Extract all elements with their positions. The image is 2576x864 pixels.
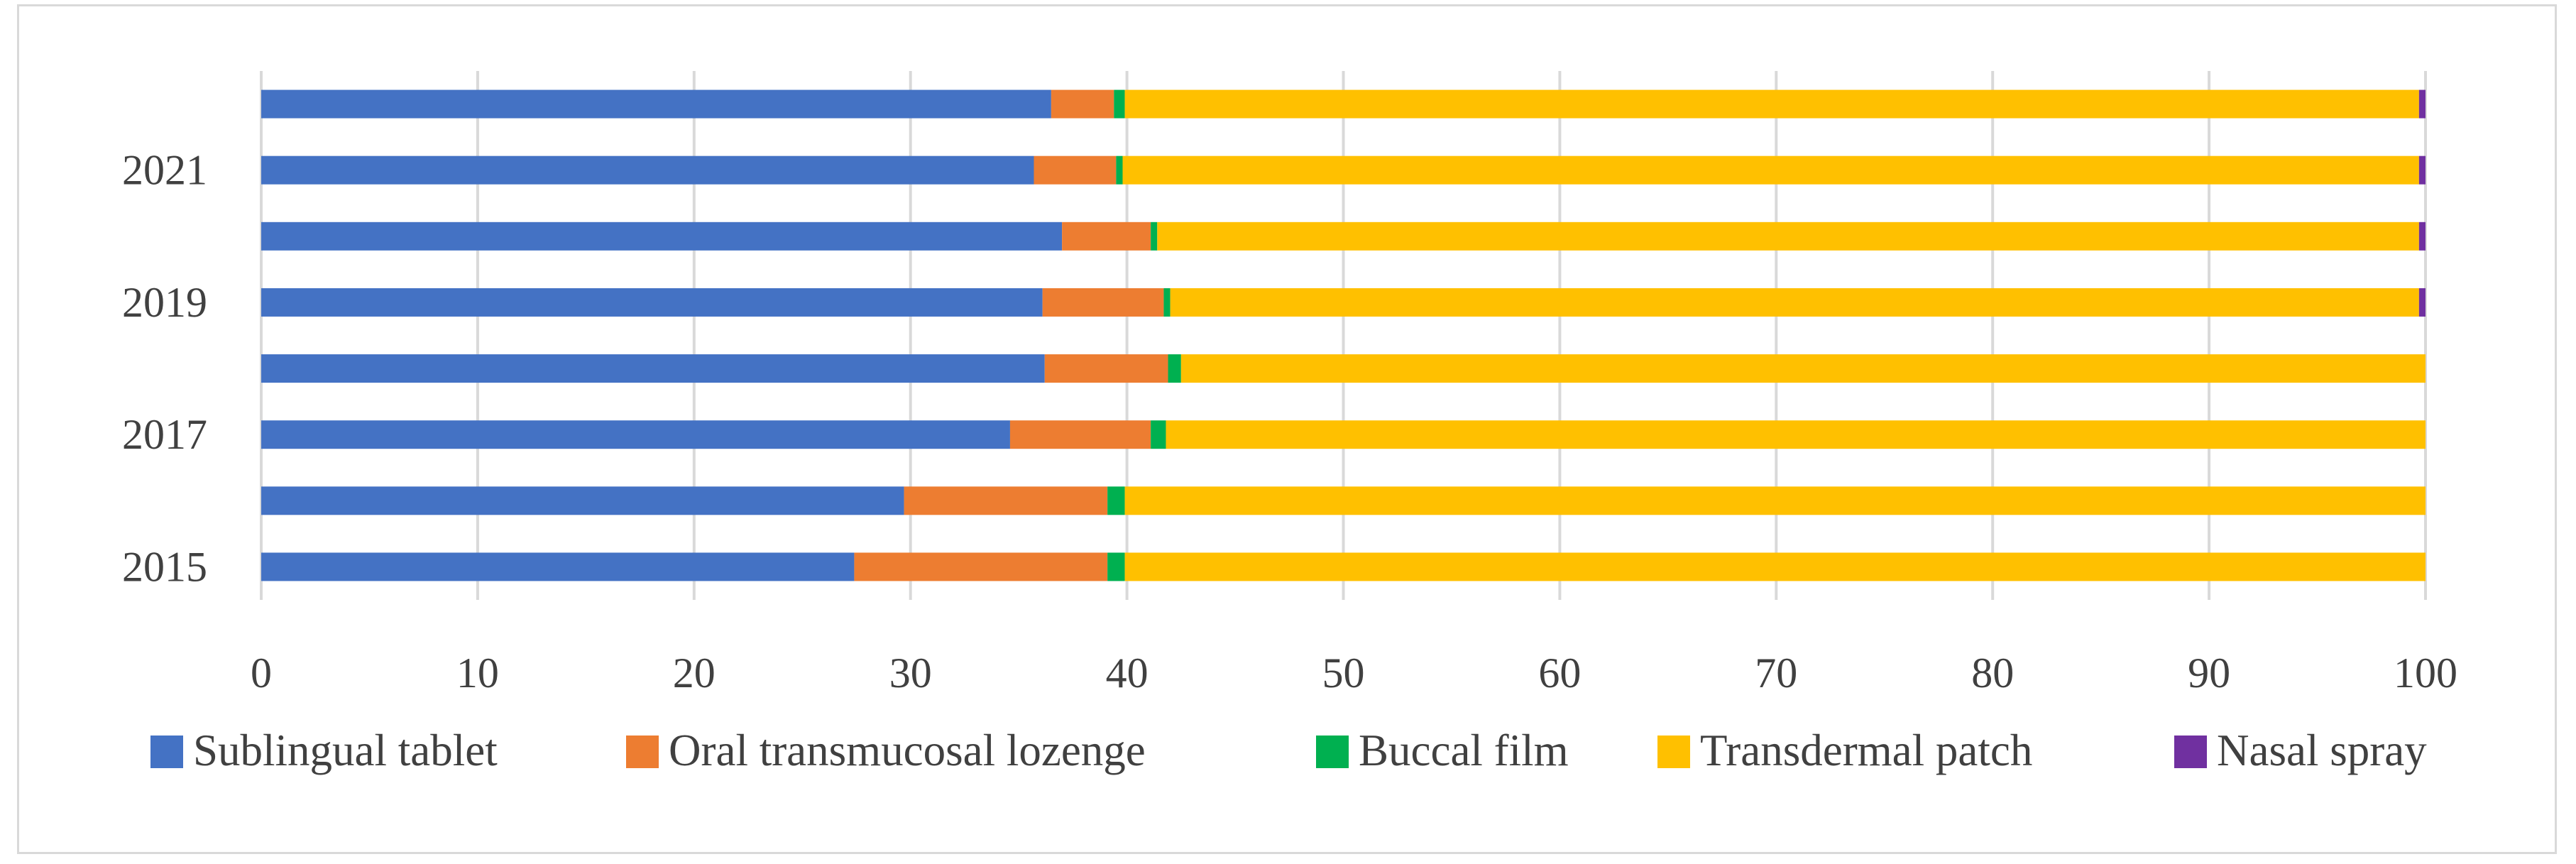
bar-segment [1116, 155, 1123, 185]
bar-segment [1114, 89, 1125, 119]
bar-segment [2418, 155, 2426, 185]
bar-segment [261, 354, 1045, 383]
x-tick-label: 90 [2188, 650, 2230, 696]
bar-segment [1044, 354, 1168, 383]
bar-segment [261, 222, 1063, 251]
y-tick-label: 2015 [122, 543, 207, 590]
bar-segment [1051, 89, 1114, 119]
bar-segment [261, 420, 1010, 449]
bar-segment [1180, 354, 2426, 383]
legend-swatch [1316, 736, 1349, 768]
legend-swatch [626, 736, 659, 768]
bar-segment [1166, 420, 2426, 449]
bar-segment [261, 89, 1051, 119]
bar-segment [1124, 89, 2419, 119]
bar-segment [1062, 222, 1151, 251]
bar-segment [261, 155, 1034, 185]
bar-segment [2418, 89, 2426, 119]
bar-segment [1124, 552, 2426, 581]
x-tick-label: 10 [456, 650, 499, 696]
bar-segment [1009, 420, 1151, 449]
x-tick-label: 40 [1106, 650, 1149, 696]
legend-label: Transdermal patch [1700, 726, 2032, 775]
bar-segment [1151, 222, 1158, 251]
bar-segment [1042, 288, 1164, 317]
x-tick-label: 80 [1971, 650, 2014, 696]
bar-segment [1107, 552, 1125, 581]
bar-segment [1034, 155, 1117, 185]
bar-segment [2418, 288, 2426, 317]
legend-label: Oral transmucosal lozenge [669, 726, 1146, 775]
y-axis-labels: 2015 2017 2019 2021 [122, 147, 207, 591]
bar-segment [1122, 155, 2419, 185]
bar-segment [1107, 486, 1125, 515]
legend-swatch [1657, 736, 1690, 768]
x-tick-label: 70 [1755, 650, 1797, 696]
x-tick-label: 20 [673, 650, 716, 696]
bar-segment [261, 486, 904, 515]
x-tick-label: 50 [1322, 650, 1365, 696]
legend-swatch [150, 736, 183, 768]
x-tick-label: 0 [251, 650, 272, 696]
x-tick-label: 60 [1538, 650, 1581, 696]
bar-segment [261, 288, 1043, 317]
bar-segment [2418, 222, 2426, 251]
y-tick-label: 2017 [122, 411, 207, 458]
legend-label: Nasal spray [2217, 726, 2427, 775]
bar-segment [261, 552, 855, 581]
y-tick-label: 2019 [122, 279, 207, 326]
bar-segment [854, 552, 1108, 581]
x-tick-label: 30 [889, 650, 932, 696]
legend-label: Buccal film [1359, 726, 1569, 775]
bar-segment [1163, 288, 1171, 317]
legend-swatch [2174, 736, 2207, 768]
y-tick-label: 2021 [122, 147, 207, 194]
gridlines [260, 71, 2427, 600]
x-tick-label: 100 [2394, 650, 2457, 696]
bar-segment [1151, 420, 1166, 449]
bar-segment [1168, 354, 1181, 383]
bar-segment [1157, 222, 2419, 251]
bar-segment [904, 486, 1108, 515]
bar-segment [1124, 486, 2426, 515]
bar-series [261, 89, 2426, 581]
bar-segment [1170, 288, 2419, 317]
legend: Sublingual tablet Oral transmucosal lozen… [150, 726, 2427, 775]
legend-label: Sublingual tablet [193, 726, 498, 775]
x-axis-labels: 0 10 20 30 40 50 60 70 80 90 100 [251, 650, 2457, 696]
